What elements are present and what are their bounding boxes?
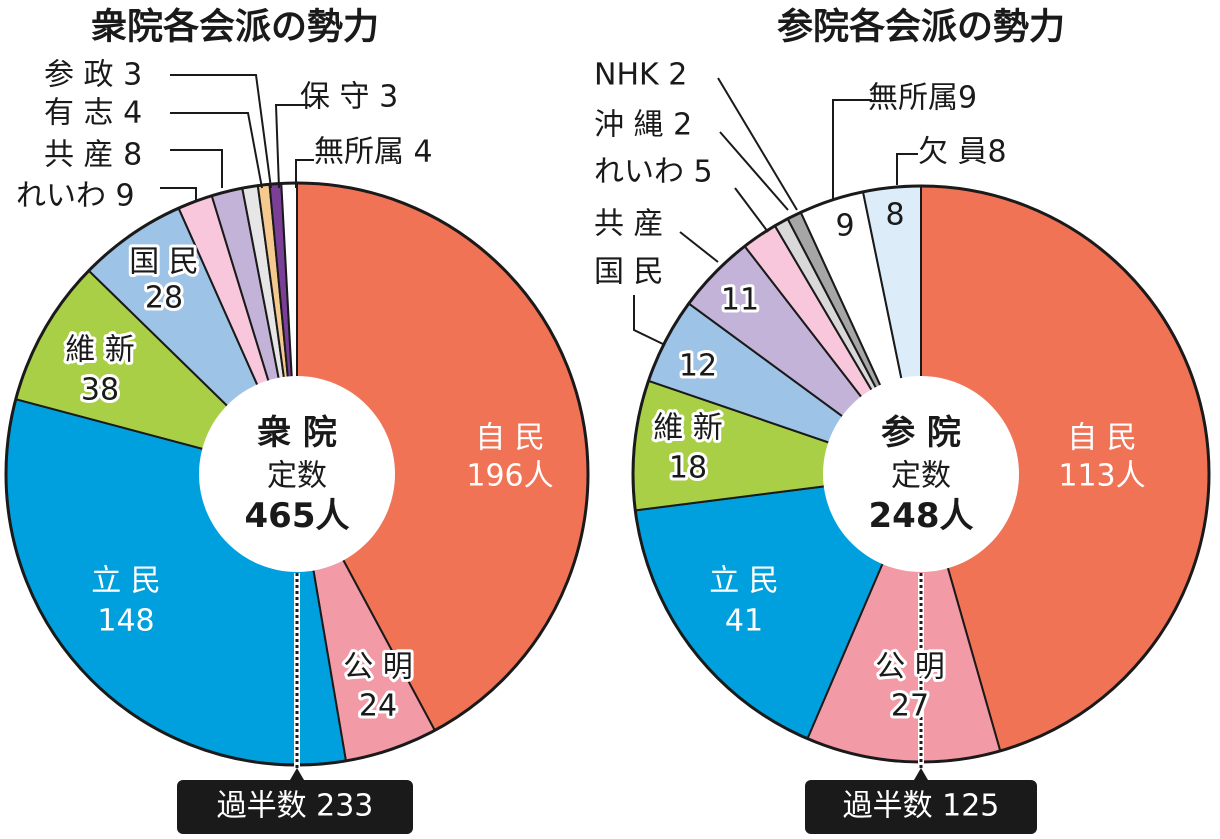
chart2-callout-line-7 (719, 131, 789, 211)
chart1-callout-9: 保 守 3 (300, 80, 398, 115)
chart1-callout-line-5 (160, 187, 197, 202)
chart1-callout-line-8 (170, 74, 272, 189)
chart2-majority-arrow (914, 768, 928, 780)
chart1-slice-label-4-0: 国 民 (129, 245, 199, 280)
chart2-callout-7: 沖 縄 2 (594, 108, 692, 143)
chart2-slice-label-1-1: 27 (891, 689, 929, 724)
chart2-callout-line-9 (832, 99, 872, 200)
chart1-center-label-0: 衆 院 (257, 413, 337, 453)
chart2-callout-10: 欠 員8 (918, 135, 1007, 170)
chart2-slice-label-10-0: 8 (885, 198, 904, 233)
chart2-slice-label-3-0: 維 新 (653, 411, 723, 446)
chart2-slice-label-3-1: 18 (669, 451, 707, 486)
chart2-center-label-1: 定数 (891, 459, 951, 494)
chart1-callout-line-6 (170, 149, 223, 188)
chart2-slice-label-0-1: 113人 (1058, 459, 1145, 494)
chart2-center-label-2: 248人 (869, 496, 974, 536)
pie-slices-layer (4, 181, 1211, 767)
chart2-callout-line-5 (679, 231, 719, 263)
chart1-center-label-1: 定数 (267, 459, 327, 494)
chart2-slice-label-1-0: 公 明 (875, 650, 945, 685)
chart1-center-label-2: 465人 (245, 496, 350, 536)
chart2-title: 参院各会派の勢力 (777, 7, 1065, 48)
chart1-slice-label-4-1: 28 (145, 281, 183, 316)
chart1-callout-line-9 (274, 104, 310, 189)
chart1-slice-label-3-0: 維 新 (65, 333, 135, 368)
chart2-callout-line-8 (717, 77, 798, 211)
chart2-callout-5: 共 産 (594, 207, 664, 242)
chart2-slice-label-0-0: 自 民 (1067, 421, 1137, 456)
chart1-slice-label-1-1: 24 (359, 689, 397, 724)
chart2-slice-label-4-0: 12 (679, 349, 717, 384)
chart1-slice-label-0-0: 自 民 (475, 421, 545, 456)
chart2-callout-8: NHK 2 (594, 58, 687, 93)
chart2-majority-label: 過半数 125 (843, 789, 1000, 824)
chart1-callout-line-10 (295, 159, 314, 188)
chart1-callout-5: れいわ 9 (16, 179, 135, 214)
chart1-center-hole (199, 376, 395, 572)
chart1-callout-line-7 (170, 112, 263, 189)
callout-lines-layer (160, 74, 928, 780)
chart2-slice-label-2-0: 立 民 (709, 564, 779, 599)
chart2-callout-line-10 (896, 153, 918, 185)
chart2-center-hole (823, 376, 1019, 572)
chart1-callout-8: 参 政 3 (44, 58, 142, 93)
chart1-callout-10: 無所属 4 (314, 135, 433, 170)
chart1-callout-6: 共 産 8 (44, 138, 142, 173)
chart2-slice-label-5-0: 11 (721, 283, 759, 318)
chart1-title: 衆院各会派の勢力 (91, 7, 379, 48)
chart2-majority-box (805, 780, 1037, 834)
chart2-slice-label-9-0: 9 (835, 209, 854, 244)
chart2-callout-4: 国 民 (594, 255, 664, 290)
chart1-slice-label-1-0: 公 明 (343, 650, 413, 685)
chart1-slice-label-2-1: 148 (97, 604, 154, 639)
chart1-callout-7: 有 志 4 (44, 96, 142, 131)
chart1-majority-label: 過半数 233 (217, 789, 374, 824)
chart2-callout-line-6 (734, 187, 769, 233)
chart2-callout-9: 無所属9 (868, 81, 977, 116)
chart1-slice-label-0-1: 196人 (466, 459, 553, 494)
chart1-slice-label-2-0: 立 民 (91, 564, 161, 599)
chart2-callout-line-4 (633, 295, 666, 346)
chart2-slice-label-2-1: 41 (725, 604, 763, 639)
chart1-majority-arrow (290, 768, 304, 780)
chart1-slice-label-3-1: 38 (81, 373, 119, 408)
chart2-center-label-0: 参 院 (881, 413, 961, 453)
chart2-callout-6: れいわ 5 (594, 155, 713, 190)
chart1-majority-box (177, 780, 413, 834)
